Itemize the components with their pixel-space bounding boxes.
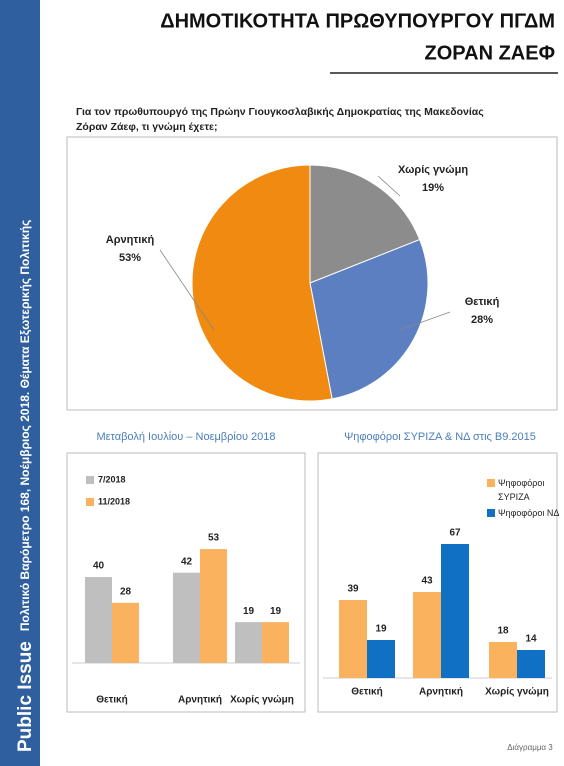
question: Ζόραν Ζάεφ, τι γνώμη έχετε;: [76, 121, 218, 133]
sidebar-text: Public Issue Πολιτικό Βαρόμετρο 168, Νοέμ…: [15, 220, 36, 752]
x-tick-label: Θετική: [351, 687, 382, 698]
x-tick-label: Θετική: [96, 695, 127, 706]
title: ΖΟΡΑΝ ΖΑΕΦ: [425, 42, 556, 64]
bar: [200, 549, 227, 663]
legend-swatch: [86, 476, 94, 484]
slice-label: Θετική: [465, 296, 500, 308]
bar: [367, 640, 395, 678]
chart-title: Ψηφοφόροι ΣΥΡΙΖΑ & ΝΔ στις Β9.2015: [344, 431, 536, 443]
data-label: 67: [449, 528, 461, 539]
legend-label: 11/2018: [98, 496, 130, 506]
brand: Public Issue: [15, 641, 36, 752]
data-label: 42: [181, 556, 193, 567]
pie-slice: [309, 164, 421, 284]
data-label: 28: [120, 586, 132, 597]
x-tick-label: Χωρίς γνώμη: [230, 695, 294, 706]
slice-label: Αρνητική: [106, 234, 155, 246]
data-label: 53: [208, 533, 220, 544]
bar-frame: [317, 452, 558, 713]
bar: [173, 572, 200, 663]
legend-swatch: [487, 509, 495, 517]
x-tick-label: Αρνητική: [178, 695, 222, 706]
sidebar: [0, 0, 40, 766]
bar: [489, 642, 517, 678]
slice-label: Χωρίς γνώμη: [398, 164, 468, 176]
data-label: 39: [347, 584, 359, 595]
leader-line: [159, 249, 215, 331]
bar: [112, 602, 139, 663]
bar: [85, 577, 112, 663]
data-label: 19: [243, 606, 255, 617]
title: ΔΗΜΟΤΙΚΟΤΗΤΑ ΠΡΩΘΥΠΟΥΡΓΟΥ ΠΓΔΜ: [160, 10, 555, 32]
leader-line: [399, 311, 451, 331]
data-label: 43: [421, 576, 433, 587]
footer: Διάγραμμα 3: [507, 743, 553, 752]
x-tick-label: Αρνητική: [419, 687, 463, 698]
bar: [413, 592, 441, 678]
question: Για τον πρωθυπουργό της Πρώην Γιουγκοσλα…: [76, 106, 484, 118]
pie-slice: [309, 238, 429, 400]
slice-value: 28%: [471, 314, 493, 326]
legend-label: Ψηφοφόροι ΣΥΡΙΖΑ: [498, 478, 545, 502]
slice-value: 53%: [119, 252, 141, 264]
data-label: 18: [497, 626, 509, 637]
data-label: 19: [375, 624, 387, 635]
pie-slice: [191, 164, 333, 402]
x-tick-label: Χωρίς γνώμη: [485, 687, 549, 698]
legend-swatch: [487, 479, 495, 487]
bar: [235, 622, 262, 663]
bar: [517, 650, 545, 678]
legend-label: 7/2018: [98, 474, 126, 484]
pie-frame: [66, 136, 558, 411]
data-label: 14: [525, 634, 537, 645]
chart-title: Μεταβολή Ιουλίου – Νοεμβρίου 2018: [96, 431, 275, 443]
source: Πολιτικό Βαρόμετρο 168, Νοέμβριος 2018. …: [18, 220, 32, 631]
bar: [441, 544, 469, 678]
bar-frame: [66, 452, 306, 713]
slice-value: 19%: [422, 182, 444, 194]
bar: [339, 600, 367, 678]
bar: [262, 622, 289, 663]
data-label: 40: [93, 561, 105, 572]
legend-label: Ψηφοφόροι ΝΔ: [498, 508, 560, 518]
leader-line: [377, 175, 401, 197]
legend-swatch: [86, 498, 94, 506]
data-label: 19: [270, 606, 282, 617]
